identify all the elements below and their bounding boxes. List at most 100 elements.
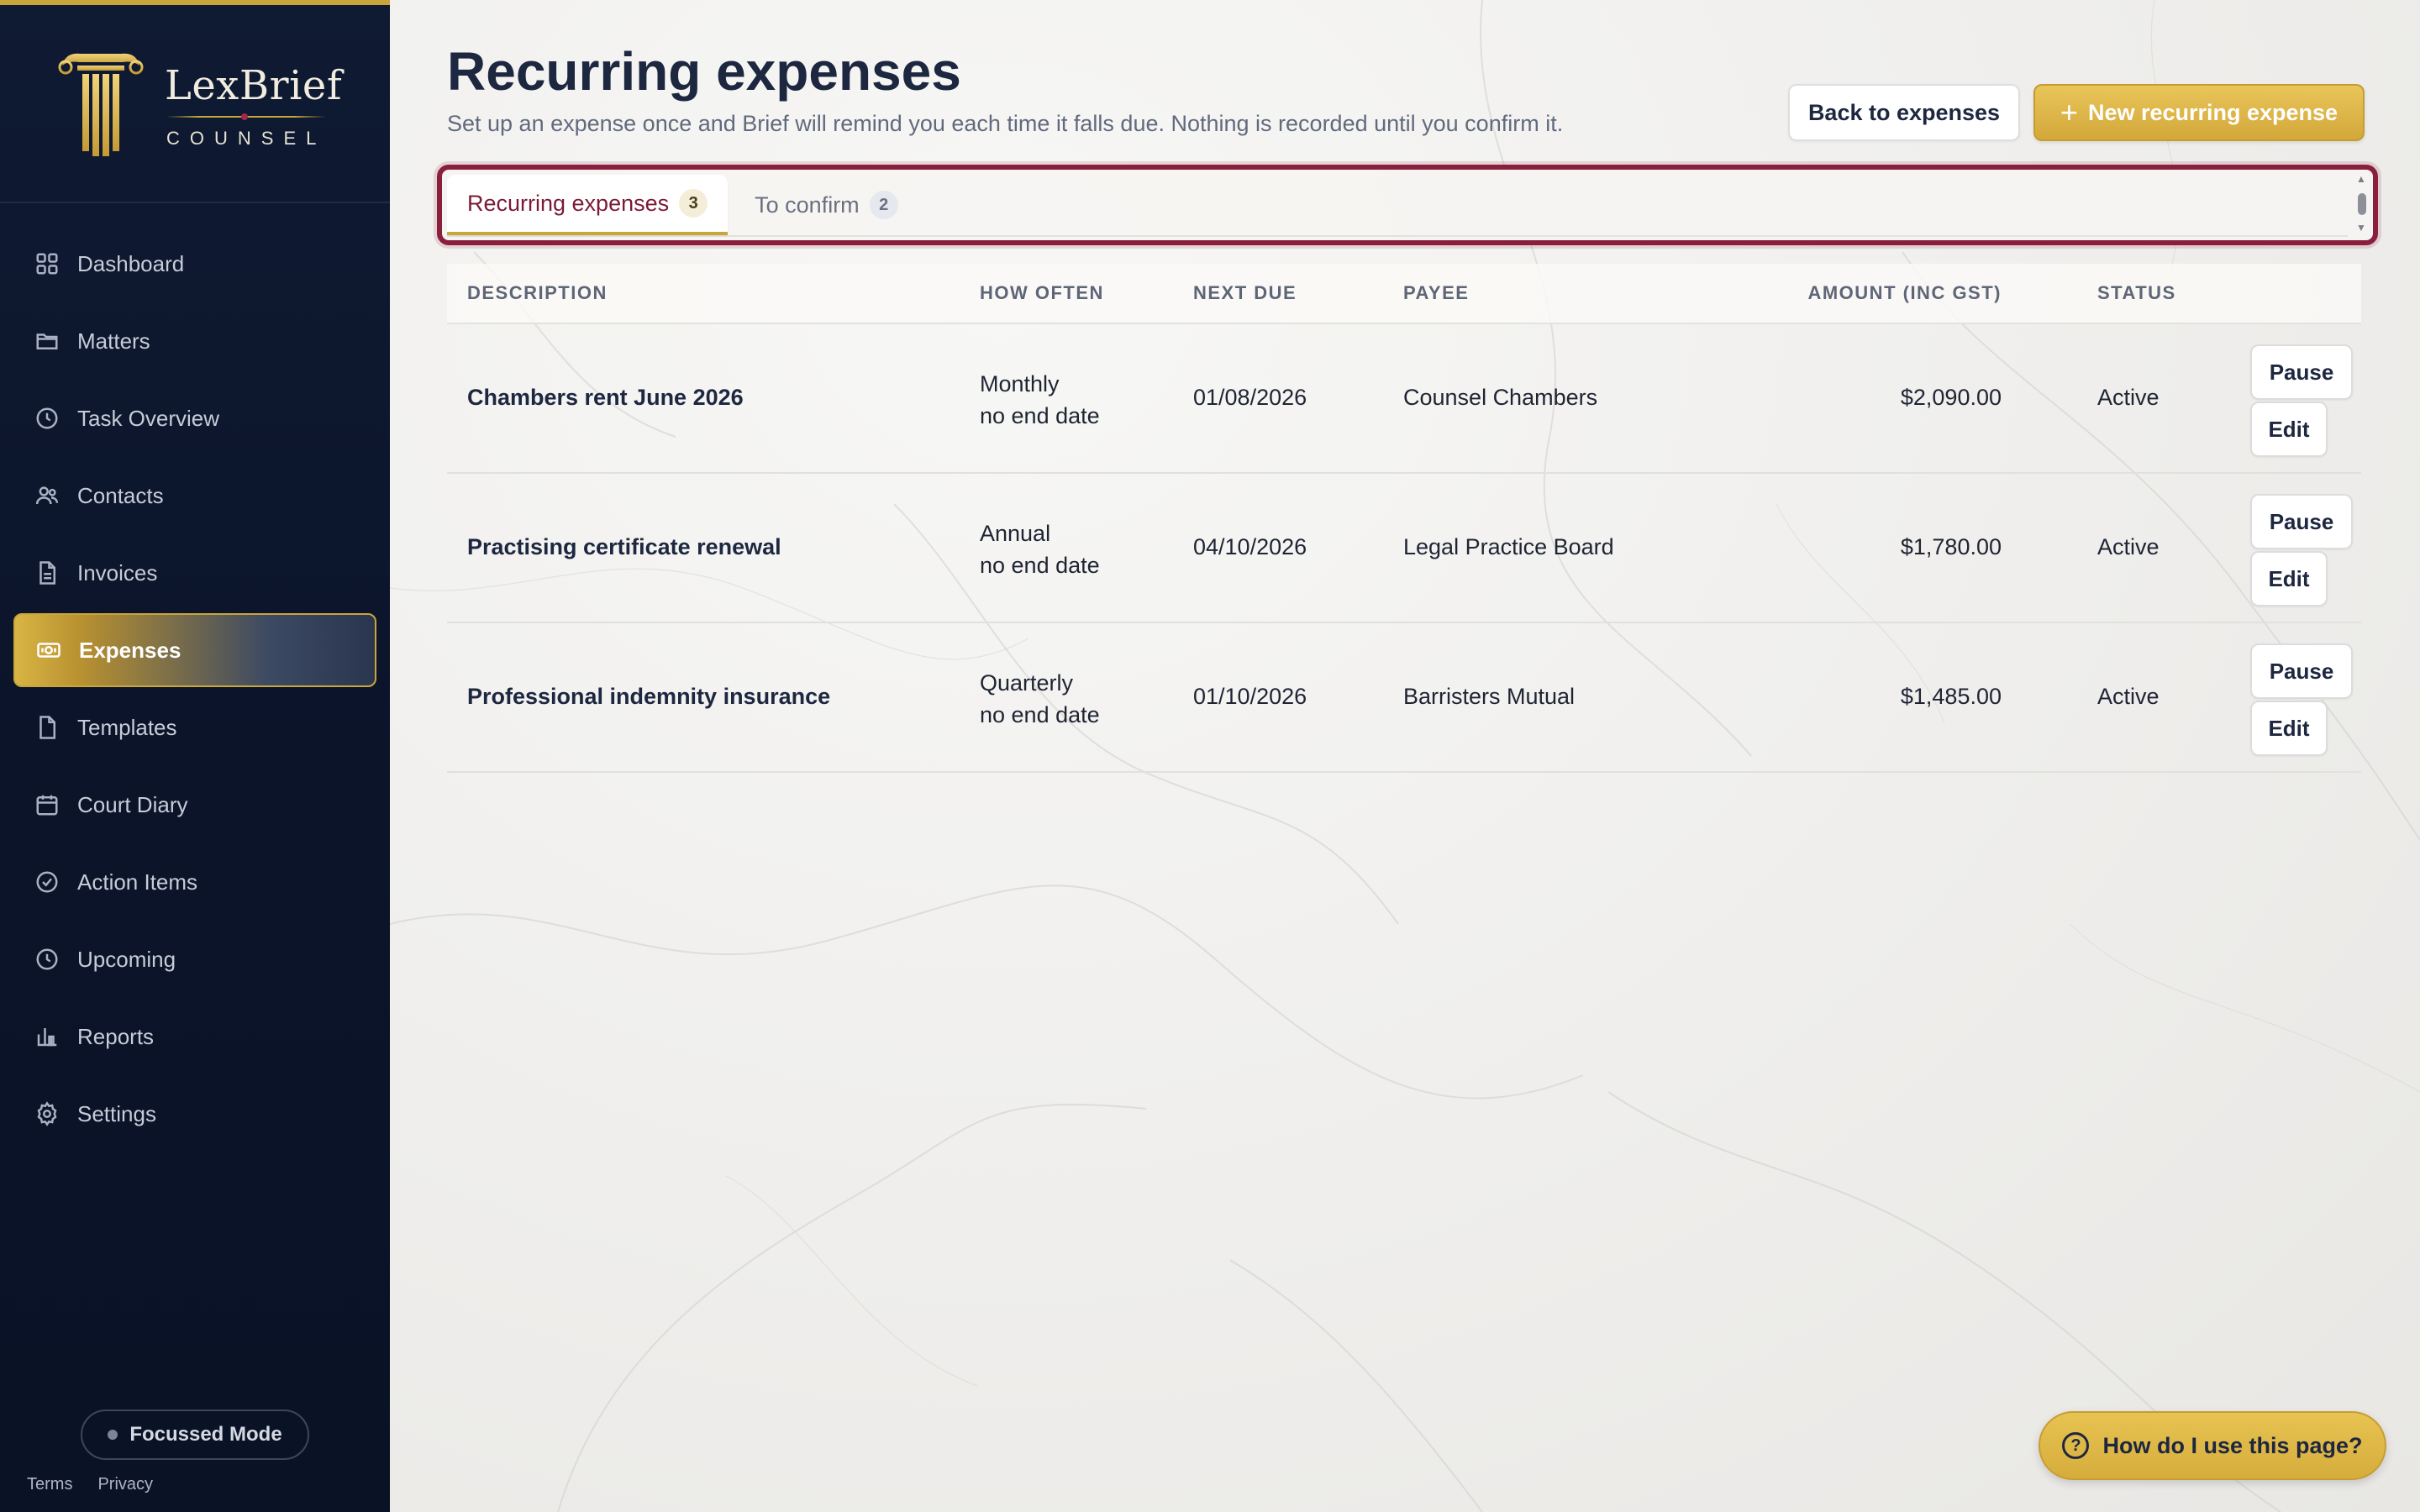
new-recurring-expense-button[interactable]: + New recurring expense xyxy=(2033,84,2365,141)
scroll-up-icon[interactable]: ▲ xyxy=(2356,173,2366,185)
focussed-mode-toggle[interactable]: Focussed Mode xyxy=(81,1410,309,1460)
brand-divider xyxy=(166,113,326,120)
expense-payee: Barristers Mutual xyxy=(1403,684,1576,709)
clock-icon xyxy=(34,946,60,973)
sidebar-item-templates[interactable]: Templates xyxy=(0,689,390,766)
table-row: Professional indemnity insurance Quarter… xyxy=(447,623,2361,773)
sidebar-item-label: Dashboard xyxy=(77,250,185,276)
sidebar-item-label: Reports xyxy=(77,1023,155,1049)
tab-recurring-expenses[interactable]: Recurring expenses 3 xyxy=(447,175,729,235)
check-circle-icon xyxy=(34,869,60,895)
tab-label: To confirm xyxy=(755,192,860,218)
sidebar-nav: Dashboard Matters Task Overview Contacts… xyxy=(0,225,390,1152)
sidebar-item-label: Settings xyxy=(77,1100,156,1126)
edit-button[interactable]: Edit xyxy=(2250,402,2328,457)
plus-icon: + xyxy=(2060,95,2078,129)
tab-bar: Recurring expenses 3 To confirm 2 ▲ ▼ xyxy=(437,165,2378,245)
expense-frequency: Quarterly no end date xyxy=(980,667,1100,731)
status-dot-icon xyxy=(108,1430,118,1440)
column-header-next-due: NEXT DUE xyxy=(1193,282,1297,303)
sidebar-item-upcoming[interactable]: Upcoming xyxy=(0,921,390,998)
dashboard-icon xyxy=(34,250,60,277)
sidebar-item-label: Court Diary xyxy=(77,791,188,817)
sidebar-item-dashboard[interactable]: Dashboard xyxy=(0,225,390,302)
sidebar-item-label: Invoices xyxy=(77,559,158,585)
expense-next-due: 01/08/2026 xyxy=(1193,385,1307,410)
sidebar-item-label: Contacts xyxy=(77,482,164,508)
column-header-payee: PAYEE xyxy=(1403,282,1470,303)
expense-description: Professional indemnity insurance xyxy=(467,684,831,709)
sidebar-item-matters[interactable]: Matters xyxy=(0,302,390,380)
new-recurring-expense-label: New recurring expense xyxy=(2087,99,2338,125)
sidebar-item-court-diary[interactable]: Court Diary xyxy=(0,766,390,843)
sidebar-item-task-overview[interactable]: Task Overview xyxy=(0,380,390,457)
scroll-down-icon[interactable]: ▼ xyxy=(2356,222,2366,234)
column-header-amount: AMOUNT (INC GST) xyxy=(1807,282,2002,303)
sidebar-item-label: Matters xyxy=(77,328,150,354)
sidebar-item-label: Upcoming xyxy=(77,946,176,972)
sidebar: LexBrief COUNSEL Dashboard Matters Task … xyxy=(0,0,390,1512)
expense-amount: $1,780.00 xyxy=(1900,534,2002,559)
banknote-icon xyxy=(35,637,62,664)
tab-scrollbar[interactable]: ▲ ▼ xyxy=(2353,173,2370,237)
users-icon xyxy=(34,482,60,509)
sidebar-item-invoices[interactable]: Invoices xyxy=(0,534,390,612)
expense-amount: $2,090.00 xyxy=(1900,385,2002,410)
privacy-link[interactable]: Privacy xyxy=(97,1475,154,1494)
brand[interactable]: LexBrief COUNSEL xyxy=(0,10,390,203)
status-badge: Active xyxy=(2097,534,2160,559)
scroll-thumb[interactable] xyxy=(2358,193,2366,215)
sidebar-item-contacts[interactable]: Contacts xyxy=(0,457,390,534)
pause-button[interactable]: Pause xyxy=(2250,494,2353,549)
file-icon xyxy=(34,714,60,741)
sidebar-item-expenses[interactable]: Expenses xyxy=(13,613,376,687)
column-header-status: STATUS xyxy=(2097,282,2176,303)
page-subtitle: Set up an expense once and Brief will re… xyxy=(447,111,1564,136)
gear-icon xyxy=(34,1100,60,1127)
marble-background xyxy=(390,0,2420,1512)
brand-name: LexBrief xyxy=(165,62,343,109)
tab-to-confirm[interactable]: To confirm 2 xyxy=(734,175,918,235)
table-row: Chambers rent June 2026 Monthly no end d… xyxy=(447,324,2361,474)
sidebar-item-settings[interactable]: Settings xyxy=(0,1075,390,1152)
frequency-end: no end date xyxy=(980,702,1100,727)
legal-links: Terms Privacy xyxy=(27,1475,153,1494)
expense-payee: Counsel Chambers xyxy=(1403,385,1598,410)
folder-icon xyxy=(34,328,60,354)
page-title: Recurring expenses xyxy=(447,41,961,102)
expense-description: Chambers rent June 2026 xyxy=(467,385,744,410)
expense-frequency: Annual no end date xyxy=(980,517,1100,581)
back-to-expenses-button[interactable]: Back to expenses xyxy=(1788,84,2020,141)
terms-link[interactable]: Terms xyxy=(27,1475,73,1494)
edit-button[interactable]: Edit xyxy=(2250,551,2328,606)
help-label: How do I use this page? xyxy=(2102,1432,2363,1458)
focussed-mode-label: Focussed Mode xyxy=(129,1423,282,1446)
frequency-end: no end date xyxy=(980,553,1100,578)
expense-description: Practising certificate renewal xyxy=(467,534,781,559)
tab-count-badge: 2 xyxy=(869,191,898,219)
expense-amount: $1,485.00 xyxy=(1900,684,2002,709)
pause-button[interactable]: Pause xyxy=(2250,344,2353,400)
recurring-expenses-table: DESCRIPTION HOW OFTEN NEXT DUE PAYEE AMO… xyxy=(447,264,2361,773)
table-header: DESCRIPTION HOW OFTEN NEXT DUE PAYEE AMO… xyxy=(447,264,2361,324)
expense-next-due: 04/10/2026 xyxy=(1193,534,1307,559)
brand-subtitle: COUNSEL xyxy=(166,128,327,149)
frequency-value: Monthly xyxy=(980,371,1060,396)
status-badge: Active xyxy=(2097,684,2160,709)
sidebar-item-reports[interactable]: Reports xyxy=(0,998,390,1075)
sidebar-item-label: Expenses xyxy=(79,637,182,663)
frequency-value: Annual xyxy=(980,521,1051,546)
sidebar-item-action-items[interactable]: Action Items xyxy=(0,843,390,921)
pause-button[interactable]: Pause xyxy=(2250,643,2353,699)
column-header-description: DESCRIPTION xyxy=(467,282,608,303)
sidebar-item-label: Action Items xyxy=(77,869,198,895)
question-icon: ? xyxy=(2062,1432,2090,1459)
tab-count-badge: 3 xyxy=(679,189,708,218)
sidebar-item-label: Templates xyxy=(77,714,177,740)
help-button[interactable]: ? How do I use this page? xyxy=(2039,1411,2386,1480)
status-badge: Active xyxy=(2097,385,2160,410)
edit-button[interactable]: Edit xyxy=(2250,701,2328,756)
bar-chart-icon xyxy=(34,1023,60,1050)
calendar-icon xyxy=(34,791,60,818)
main-content: Recurring expenses Set up an expense onc… xyxy=(390,0,2420,1512)
